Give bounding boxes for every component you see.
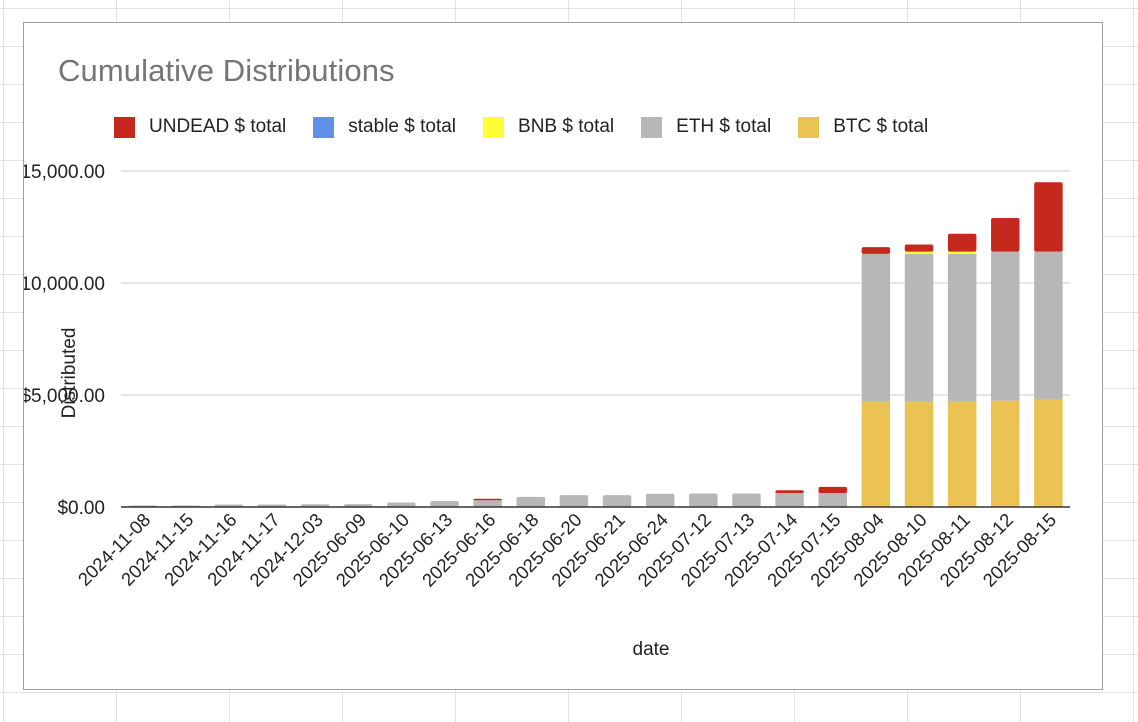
- x-axis-label: date: [633, 639, 670, 660]
- y-tick-label: $10,000.00: [24, 274, 105, 295]
- legend-item-btc[interactable]: BTC $ total: [798, 116, 928, 138]
- bar-segment-undead[interactable]: [904, 244, 934, 252]
- bar-segment-undead[interactable]: [818, 486, 847, 494]
- bar-segment-eth[interactable]: [818, 493, 847, 507]
- chart-legend: UNDEAD $ total stable $ total BNB $ tota…: [114, 115, 955, 139]
- bar-segment-eth[interactable]: [602, 495, 632, 507]
- legend-item-undead[interactable]: UNDEAD $ total: [114, 116, 286, 138]
- bar-segment-eth[interactable]: [473, 500, 502, 507]
- bar-segment-eth[interactable]: [689, 493, 718, 507]
- bar-segment-eth[interactable]: [775, 493, 804, 507]
- bar-segment-btc[interactable]: [947, 401, 977, 507]
- chart-title: Cumulative Distributions: [58, 53, 395, 88]
- y-axis-label: Distributed: [59, 328, 80, 419]
- bar-segment-btc[interactable]: [904, 401, 934, 507]
- bar-segment-btc[interactable]: [991, 400, 1020, 507]
- bar-segment-undead[interactable]: [861, 247, 891, 254]
- y-tick-label: $15,000.00: [24, 162, 105, 183]
- bar-segment-eth[interactable]: [1034, 251, 1063, 400]
- bar-segment-eth[interactable]: [904, 253, 934, 402]
- legend-label-btc: BTC $ total: [833, 116, 929, 137]
- legend-swatch-bnb: [483, 116, 505, 138]
- bar-segment-undead[interactable]: [947, 233, 977, 252]
- bar-segment-btc[interactable]: [861, 401, 891, 507]
- bar-segment-undead[interactable]: [473, 498, 502, 501]
- y-axis-ticks: $0.00 $5,000.00 $10,000.00 $15,000.00: [24, 162, 105, 519]
- chart-card[interactable]: Cumulative Distributions UNDEAD $ total …: [23, 22, 1103, 690]
- bar-segment-bnb[interactable]: [947, 251, 977, 254]
- legend-item-bnb[interactable]: BNB $ total: [483, 116, 614, 138]
- bar-segment-eth[interactable]: [516, 496, 546, 507]
- bar-segment-undead[interactable]: [991, 218, 1020, 252]
- legend-item-stable[interactable]: stable $ total: [313, 116, 456, 138]
- legend-swatch-eth: [641, 116, 663, 138]
- bar-segment-eth[interactable]: [387, 502, 416, 507]
- bar-segment-eth[interactable]: [430, 500, 459, 507]
- y-tick-label: $5,000.00: [24, 386, 105, 407]
- legend-swatch-undead: [114, 116, 135, 138]
- bars: [128, 182, 1063, 507]
- bar-segment-eth[interactable]: [991, 251, 1020, 401]
- legend-item-eth[interactable]: ETH $ total: [641, 116, 771, 138]
- legend-swatch-stable: [313, 116, 335, 138]
- bar-segment-eth[interactable]: [559, 495, 589, 507]
- legend-swatch-btc: [798, 116, 820, 138]
- bar-segment-btc[interactable]: [1034, 399, 1063, 507]
- legend-label-stable: stable $ total: [348, 116, 457, 137]
- x-axis-ticks: 2024-11-082024-11-152024-11-162024-11-17…: [74, 509, 1061, 591]
- legend-label-undead: UNDEAD $ total: [149, 116, 287, 137]
- legend-label-bnb: BNB $ total: [518, 116, 615, 137]
- legend-label-eth: ETH $ total: [676, 116, 772, 137]
- bar-segment-undead[interactable]: [775, 490, 804, 494]
- bar-segment-eth[interactable]: [732, 493, 761, 507]
- y-tick-label: $0.00: [57, 498, 105, 519]
- bar-segment-eth[interactable]: [645, 493, 675, 507]
- bar-segment-bnb[interactable]: [904, 251, 934, 254]
- bar-segment-eth[interactable]: [947, 253, 977, 402]
- bar-segment-undead[interactable]: [1034, 182, 1063, 252]
- bar-segment-eth[interactable]: [861, 253, 891, 402]
- plot-area: $0.00 $5,000.00 $10,000.00 $15,000.00 2024-…: [24, 162, 1070, 660]
